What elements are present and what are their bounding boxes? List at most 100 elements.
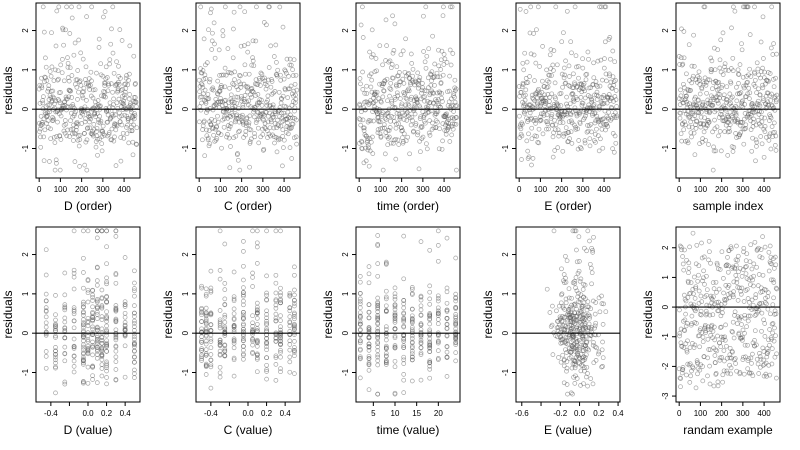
data-point: [444, 60, 450, 65]
data-point: [391, 140, 396, 146]
data-point: [400, 48, 406, 54]
data-point: [86, 76, 92, 81]
data-point: [200, 68, 206, 73]
data-point: [71, 286, 77, 292]
data-point: [53, 317, 58, 323]
data-point: [689, 313, 695, 319]
data-point: [727, 122, 733, 127]
data-point: [265, 93, 271, 99]
data-point: [424, 53, 430, 59]
data-point: [43, 247, 49, 253]
data-point: [419, 87, 425, 93]
data-point: [222, 4, 228, 10]
data-point: [767, 243, 773, 249]
data-point: [217, 308, 223, 313]
data-point: [94, 278, 100, 283]
data-point: [720, 72, 726, 77]
data-point: [447, 47, 453, 53]
data-point: [721, 92, 727, 98]
data-point: [724, 97, 729, 102]
data-point: [292, 323, 297, 329]
data-point: [381, 122, 387, 127]
data-point: [283, 68, 288, 74]
y-tick-label: 2: [341, 252, 350, 257]
data-point: [62, 307, 68, 313]
data-point: [375, 114, 381, 120]
data-point: [264, 347, 269, 353]
data-point: [111, 96, 116, 102]
data-point: [279, 119, 285, 125]
data-point: [208, 312, 214, 318]
data-point: [88, 82, 93, 88]
data-point: [704, 109, 710, 115]
data-point: [199, 352, 204, 358]
data-point: [57, 167, 63, 173]
data-point: [243, 123, 249, 129]
data-point: [420, 134, 426, 140]
data-point: [426, 130, 432, 136]
data-point: [122, 255, 128, 260]
data-point: [234, 100, 240, 106]
data-point: [67, 134, 72, 139]
data-point: [406, 71, 412, 76]
data-point: [81, 334, 86, 340]
data-point: [378, 99, 384, 105]
data-point: [55, 77, 61, 83]
data-point: [46, 83, 52, 88]
data-point: [50, 88, 56, 94]
data-point: [254, 310, 260, 316]
data-point: [254, 307, 260, 313]
data-point: [380, 62, 385, 68]
data-point: [43, 291, 49, 297]
data-point: [82, 77, 88, 82]
data-point: [203, 329, 209, 335]
data-point: [279, 110, 284, 116]
data-point: [81, 379, 86, 384]
data-point: [518, 89, 524, 95]
data-point: [763, 106, 769, 111]
data-point: [694, 242, 700, 248]
data-point: [370, 134, 375, 140]
data-point: [53, 333, 58, 339]
data-point: [688, 119, 694, 125]
data-point: [731, 335, 737, 341]
data-point: [691, 345, 697, 350]
y-tick-label: 1: [181, 67, 190, 72]
data-point: [427, 366, 433, 372]
y-tick-label: 1: [661, 275, 670, 280]
data-point: [728, 95, 734, 101]
data-point: [690, 73, 696, 79]
data-point: [94, 339, 100, 345]
data-point: [53, 364, 58, 370]
y-axis-label: residuals: [321, 66, 335, 114]
data-point: [97, 113, 102, 119]
data-point: [716, 286, 722, 292]
data-point: [367, 148, 373, 154]
data-point: [415, 85, 421, 91]
data-point: [254, 300, 260, 306]
data-point: [578, 95, 584, 100]
data-point: [99, 341, 105, 346]
data-point: [712, 353, 718, 358]
data-point: [103, 64, 109, 70]
data-point: [251, 109, 256, 115]
data-point: [278, 318, 283, 323]
data-point: [704, 90, 709, 96]
data-point: [691, 32, 696, 38]
data-point: [114, 123, 120, 129]
data-point: [278, 354, 283, 360]
data-point: [524, 138, 530, 144]
data-point: [700, 378, 706, 384]
data-point: [227, 85, 232, 91]
data-point: [773, 133, 779, 139]
y-axis-label: residuals: [1, 66, 15, 114]
data-point: [203, 312, 209, 318]
data-point: [99, 228, 105, 234]
data-point: [722, 129, 728, 134]
data-point: [217, 325, 223, 331]
data-point: [287, 292, 293, 298]
data-point: [277, 136, 283, 142]
data-point: [590, 81, 596, 87]
data-point: [741, 116, 747, 122]
data-point: [292, 339, 297, 344]
